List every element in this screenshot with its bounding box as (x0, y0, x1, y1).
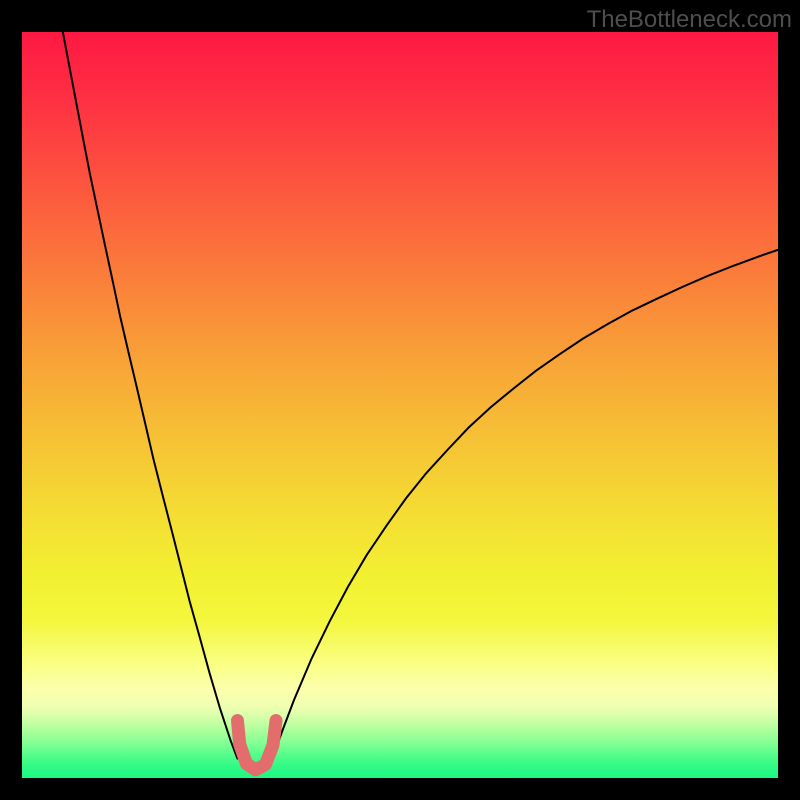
chart-background (22, 32, 778, 778)
plot-area (22, 32, 778, 778)
chart-frame: TheBottleneck.com (0, 0, 800, 800)
chart-svg (22, 32, 778, 778)
watermark-text: TheBottleneck.com (587, 6, 792, 34)
